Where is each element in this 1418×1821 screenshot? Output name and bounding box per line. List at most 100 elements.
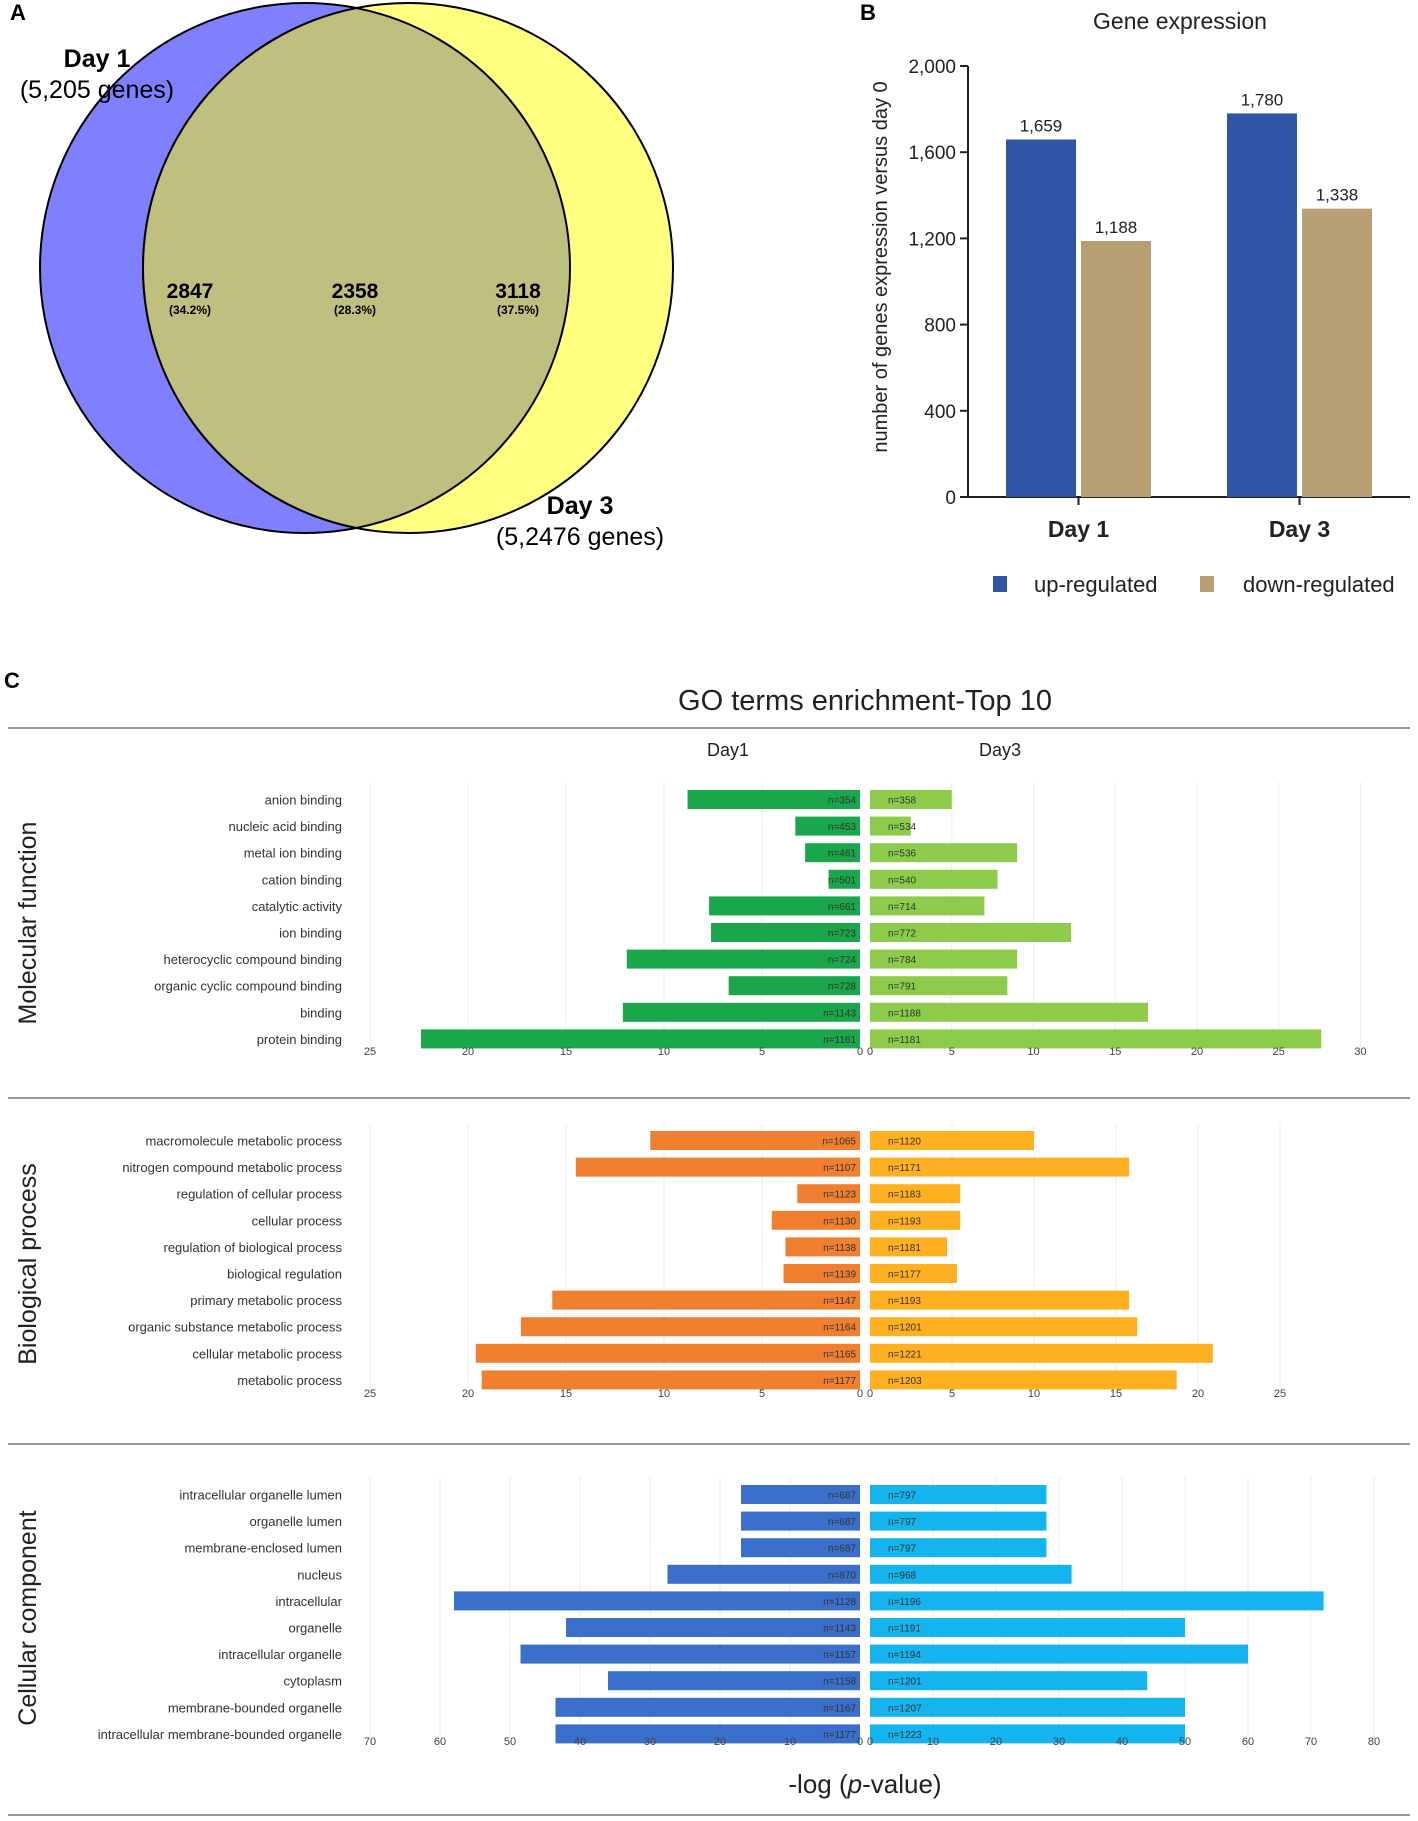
go-xtick-day1: 5 xyxy=(759,1388,765,1400)
go-bar-day3 xyxy=(870,1485,1047,1504)
go-xtick-day3: 20 xyxy=(1191,1046,1203,1058)
go-n-label-day3: n=1201 xyxy=(888,1677,922,1688)
go-bar-day1 xyxy=(741,1538,860,1558)
go-bar-day3 xyxy=(870,1343,1213,1363)
venn-day3-pct: (37.5%) xyxy=(497,303,539,317)
go-bar-day3 xyxy=(870,1618,1185,1637)
go-panels: Molecular function anion binding n=354 n=35… xyxy=(8,782,1410,1751)
venn-overlap-count: 2358 xyxy=(332,280,379,303)
go-n-label-day1: n=354 xyxy=(828,796,857,807)
go-term-label: membrane-enclosed lumen xyxy=(184,1541,342,1556)
go-xtick-day3: 60 xyxy=(1242,1736,1254,1748)
chart-b-ytick-label: 400 xyxy=(924,402,956,423)
go-bar-day3 xyxy=(870,1591,1324,1611)
go-n-label-day1: n=453 xyxy=(828,822,857,833)
go-n-label-day1: n=1139 xyxy=(823,1270,856,1281)
go-bar-day1 xyxy=(797,1184,860,1204)
go-bar-day3 xyxy=(870,1131,1034,1150)
go-bar-day3 xyxy=(870,843,1018,863)
go-n-label-day1: n=1167 xyxy=(823,1703,856,1714)
go-bar-day3 xyxy=(870,1564,1072,1584)
go-n-label-day1: n=1177 xyxy=(823,1730,856,1741)
go-n-label-day3: n=1183 xyxy=(888,1190,921,1201)
go-term-label: primary metabolic process xyxy=(190,1293,342,1308)
go-bar-day3 xyxy=(870,1644,1248,1664)
go-bar-day3 xyxy=(870,923,1072,942)
go-xtick-day3: 70 xyxy=(1305,1736,1317,1748)
go-n-label-day1: n=1143 xyxy=(823,1624,856,1635)
chart-b-bar-down-regulated xyxy=(1081,240,1151,497)
go-bar-day3 xyxy=(870,1724,1185,1744)
chart-b-ylabel: number of genes expression versus day 0 xyxy=(870,81,892,452)
go-bar-day3 xyxy=(870,1264,957,1283)
go-term-label: organelle xyxy=(289,1621,343,1636)
go-xtick-day1: 70 xyxy=(364,1736,376,1748)
go-xtick-day3: 10 xyxy=(927,1736,939,1748)
chart-b-bar-up-regulated xyxy=(1227,113,1297,497)
go-bar-day3 xyxy=(870,1538,1047,1558)
go-bar-day1 xyxy=(622,1002,860,1022)
go-xtick-day3: 15 xyxy=(1109,1046,1121,1058)
go-n-label-day3: n=1171 xyxy=(888,1163,921,1174)
go-term-label: regulation of cellular process xyxy=(177,1187,343,1202)
legend-label-down: down-regulated xyxy=(1243,572,1395,597)
chart-b-ytick-label: 1,600 xyxy=(908,143,956,164)
go-bar-day1 xyxy=(608,1671,860,1691)
go-xtick-day1: 15 xyxy=(560,1046,572,1058)
venn-day3-count: 3118 xyxy=(495,280,541,303)
go-n-label-day1: n=687 xyxy=(828,1517,857,1528)
panel-label-c: C xyxy=(4,668,20,693)
go-n-label-day1: n=1128 xyxy=(823,1597,856,1608)
legend-swatch-up xyxy=(993,576,1007,592)
go-term-label: intracellular xyxy=(276,1594,343,1609)
go-bar-day1 xyxy=(667,1564,860,1584)
venn-day1-count: 2847 xyxy=(167,280,214,303)
go-bar-day3 xyxy=(870,1029,1322,1049)
go-bar-day3 xyxy=(870,816,911,836)
go-n-label-day1: n=1157 xyxy=(823,1650,856,1661)
go-bar-day1 xyxy=(805,843,860,863)
go-xtick-day3: 10 xyxy=(1027,1046,1039,1058)
go-n-label-day1: n=1161 xyxy=(823,1035,856,1046)
go-xtick-day1: 20 xyxy=(462,1046,474,1058)
go-n-label-day1: n=728 xyxy=(828,982,857,993)
go-xtick-day1: 25 xyxy=(364,1046,376,1058)
go-bar-day1 xyxy=(741,1511,860,1531)
go-n-label-day3: n=784 xyxy=(888,955,917,966)
go-bar-day3 xyxy=(870,976,1008,996)
go-n-label-day1: n=724 xyxy=(828,955,857,966)
go-n-label-day3: n=1191 xyxy=(888,1624,921,1635)
go-n-label-day1: n=1123 xyxy=(823,1190,856,1201)
go-term-label: intracellular organelle xyxy=(218,1647,342,1662)
go-bar-day1 xyxy=(566,1618,860,1637)
go-term-label: metal ion binding xyxy=(244,846,342,861)
go-xtick-day3: 15 xyxy=(1110,1388,1122,1400)
go-bar-day1 xyxy=(711,923,860,942)
go-n-label-day3: n=714 xyxy=(888,902,917,913)
chart-b-bars: 1,659 1,188 1,780 1,338 xyxy=(1006,90,1372,497)
go-xtick-day3: 25 xyxy=(1274,1388,1286,1400)
go-category-label: Cellular component xyxy=(14,1510,42,1725)
go-n-label-day3: n=1120 xyxy=(888,1137,921,1148)
chart-b-ytick-label: 800 xyxy=(924,316,956,337)
go-n-label-day1: n=1177 xyxy=(823,1376,856,1387)
go-panel-molecular-function: Molecular function anion binding n=354 n=35… xyxy=(8,782,1410,1099)
go-bar-day1 xyxy=(650,1131,860,1150)
go-term-label: nitrogen compound metabolic process xyxy=(122,1160,342,1175)
venn-day1-pct: (34.2%) xyxy=(169,303,211,317)
go-term-label: ion binding xyxy=(279,926,342,941)
go-term-label: protein binding xyxy=(257,1032,342,1047)
chart-c-day3-label: Day3 xyxy=(979,740,1021,760)
go-n-label-day1: n=723 xyxy=(828,929,857,940)
go-term-label: organelle lumen xyxy=(249,1514,342,1529)
go-n-label-day3: n=540 xyxy=(888,875,917,886)
chart-b-bar-down-regulated xyxy=(1302,208,1372,497)
go-term-label: intracellular membrane-bounded organelle xyxy=(98,1727,342,1742)
go-bar-day1 xyxy=(552,1290,860,1310)
go-bar-day3 xyxy=(870,1237,948,1257)
go-bar-day1 xyxy=(626,949,860,969)
go-xtick-day1: 10 xyxy=(658,1388,670,1400)
go-xtick-day3: 40 xyxy=(1116,1736,1128,1748)
go-bar-day3 xyxy=(870,1697,1185,1717)
